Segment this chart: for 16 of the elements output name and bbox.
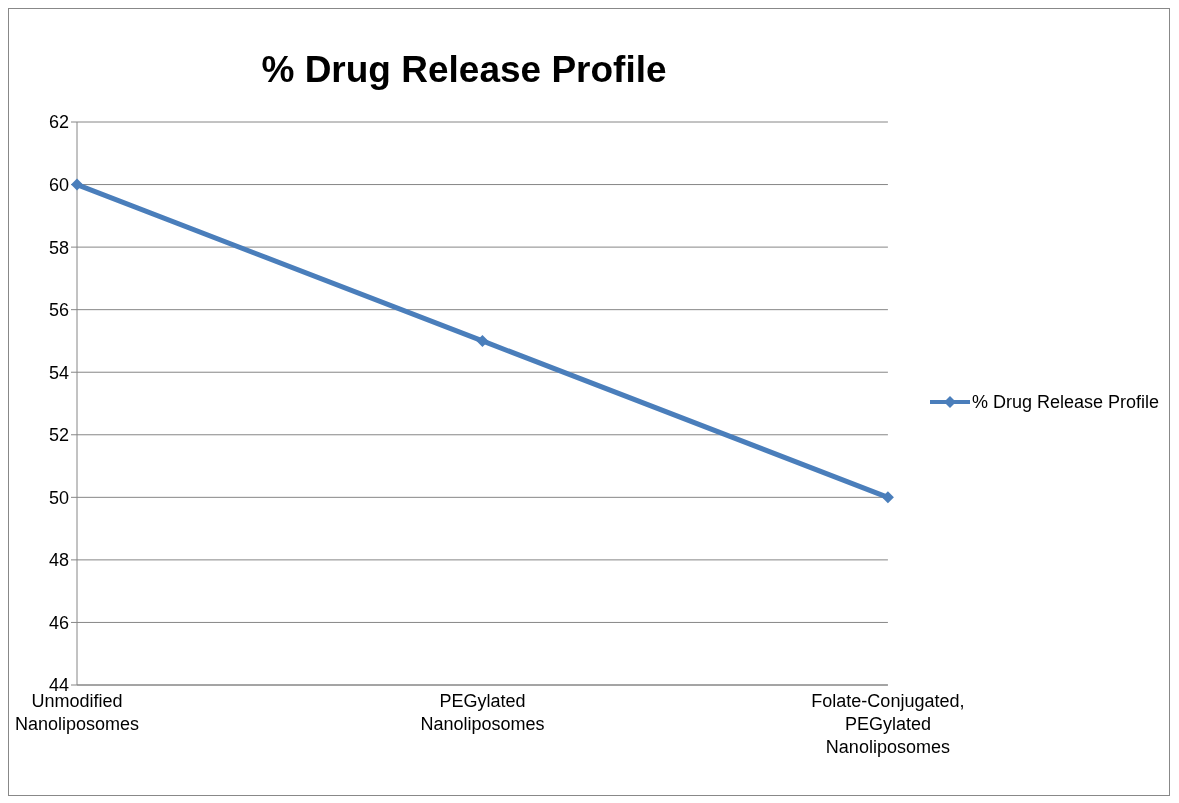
y-tick-label: 48: [48, 550, 69, 571]
point: [71, 178, 83, 191]
y-tick-label: 60: [48, 174, 69, 195]
y-tick-label: 56: [48, 300, 69, 321]
legend-label: % Drug Release Profile: [971, 391, 1159, 413]
y-tick-label: 62: [48, 112, 69, 133]
chart-title: % Drug Release Profile: [260, 49, 668, 91]
y-tick-label: 46: [48, 612, 69, 633]
point: [881, 491, 894, 504]
y-tick-label: 54: [48, 362, 69, 383]
y-tick-label: 52: [48, 425, 69, 446]
y-tick-label: 50: [48, 487, 69, 508]
point: [476, 334, 489, 347]
y-tick-label: 58: [48, 237, 69, 258]
x-tick-label: PEGylated Nanoliposomes: [420, 691, 545, 734]
x-tick-label: Folate-Conjugated, PEGylated Nanoliposomes: [811, 691, 965, 757]
